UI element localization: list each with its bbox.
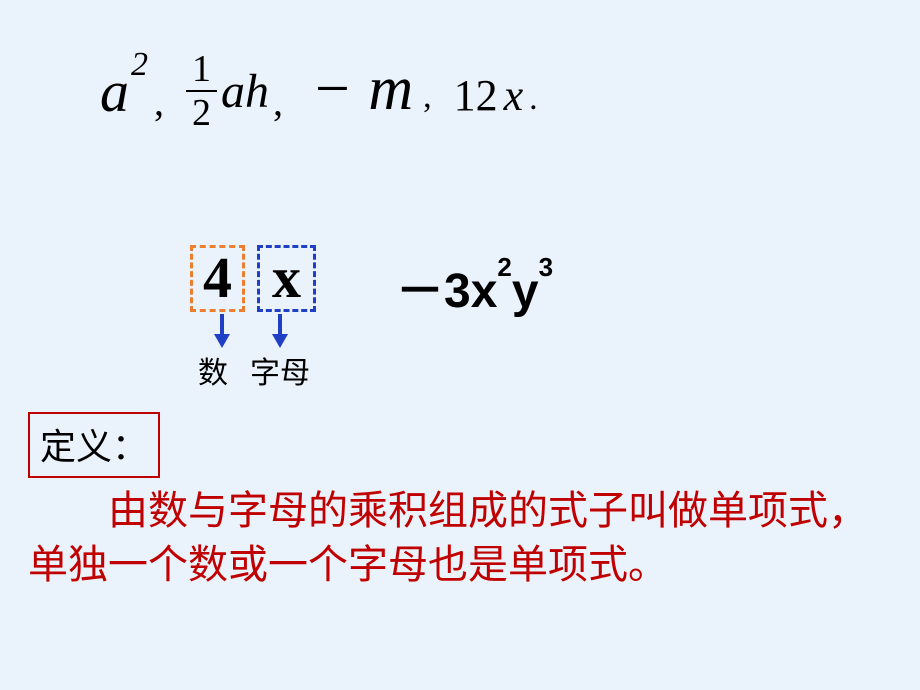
fraction-tail: ah <box>221 64 269 119</box>
exp-x: 2 <box>497 252 511 282</box>
comma-2: , <box>273 78 283 125</box>
arrow-head <box>214 334 230 348</box>
boxed-x: x <box>257 245 316 312</box>
term-12x: 12x <box>454 70 524 121</box>
arrow-down-2 <box>272 314 288 348</box>
fraction-half: 1 2 <box>186 50 217 132</box>
definition-line2: 单独一个数或一个字母也是单项式。 <box>28 542 668 587</box>
fraction-num: 1 <box>186 50 217 90</box>
label-number: 数 <box>198 348 228 392</box>
term-12x-coef: 12 <box>454 71 498 120</box>
term-a-exp: 2 <box>131 46 148 84</box>
arrow-head <box>272 334 288 348</box>
fraction-den: 2 <box>186 92 217 132</box>
coef-3: 3 <box>444 265 471 318</box>
definition-line1: 由数与字母的乘积组成的式子叫做单项式， <box>108 488 868 533</box>
definition-title-box: 定义： <box>28 412 160 478</box>
arrow-down-1 <box>214 314 230 348</box>
comma-3: , <box>423 78 432 116</box>
term-minus-3x2y3: －3x2y3 <box>396 251 553 321</box>
term-minus-m: − m <box>311 54 413 125</box>
mid-example-row: 4 x －3x2y3 <box>190 245 553 315</box>
term-12x-var: x <box>504 71 524 120</box>
term-a-squared: a2 <box>100 58 146 125</box>
period: . <box>529 80 538 118</box>
definition-body: 由数与字母的乘积组成的式子叫做单项式， 单独一个数或一个字母也是单项式。 <box>28 484 888 592</box>
exp-y: 3 <box>539 252 553 282</box>
var-x: x <box>471 265 498 318</box>
expression-row: a2 , 1 2 ah , − m , 12x . <box>100 50 820 132</box>
label-letter: 字母 <box>250 348 310 392</box>
var-y: y <box>512 265 539 318</box>
comma-1: , <box>154 78 164 125</box>
term-half-ah: 1 2 ah <box>186 50 269 132</box>
boxed-4: 4 <box>190 245 245 312</box>
definition-title: 定义： <box>40 427 148 467</box>
term-a-base: a <box>100 58 129 125</box>
minus-sign: － <box>396 265 444 318</box>
